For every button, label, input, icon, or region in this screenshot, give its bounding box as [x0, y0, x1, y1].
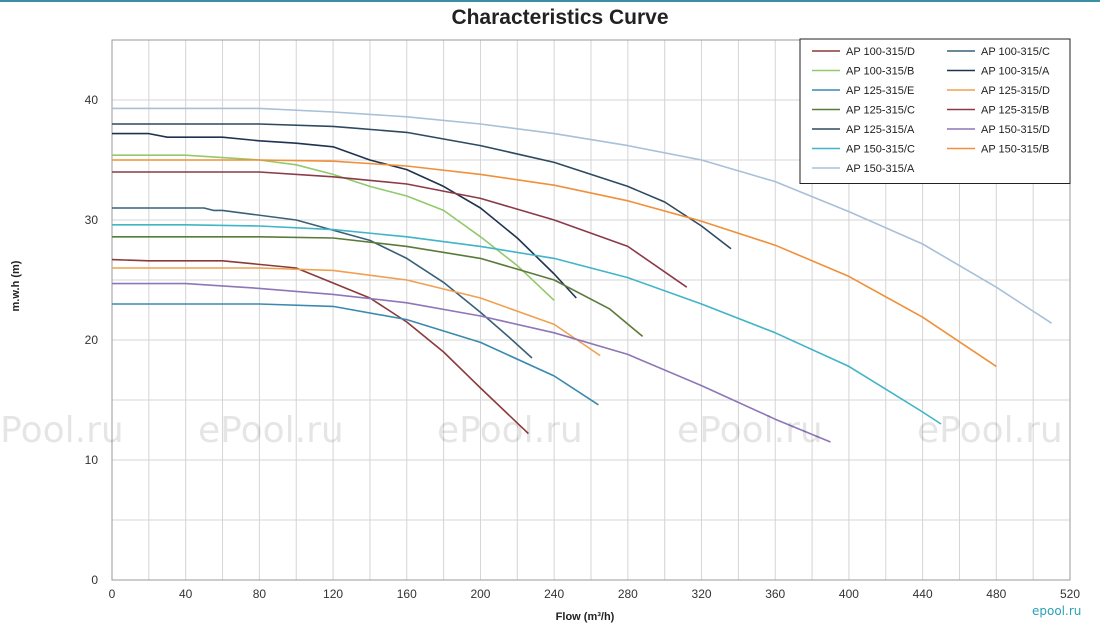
x-tick-label: 80 — [253, 587, 267, 601]
plot-frame — [111, 39, 1071, 581]
watermark: ePool.ru — [198, 410, 344, 451]
legend-label: AP 150-315/A — [846, 163, 915, 175]
x-tick-label: 160 — [397, 587, 417, 601]
legend-label: AP 100-315/B — [846, 66, 914, 78]
y-axis-label: m.w.h (m) — [10, 260, 22, 312]
y-axis-label-wrap: m.w.h (m) — [4, 250, 28, 330]
watermark: ePool.ru — [677, 410, 823, 451]
x-tick-label: 200 — [470, 587, 490, 601]
corner-logo: epool.ru — [1032, 604, 1082, 618]
top-rule — [0, 0, 1100, 2]
legend-label: AP 150-315/D — [981, 124, 1050, 136]
y-tick-label: 20 — [85, 333, 99, 347]
series-line-ap-150-315-a — [112, 107, 1053, 324]
series-line-ap-100-315-a — [112, 132, 577, 299]
series-line-ap-125-315-c — [112, 236, 644, 338]
y-tick-label: 30 — [85, 213, 99, 227]
legend-label: AP 100-315/A — [981, 66, 1050, 78]
legend-label: AP 100-315/D — [846, 46, 915, 58]
legend-box — [799, 38, 1071, 184]
series-line-ap-125-315-d — [112, 267, 601, 357]
x-tick-label: 0 — [109, 587, 116, 601]
y-tick-label: 40 — [85, 93, 99, 107]
x-tick-label: 360 — [765, 587, 785, 601]
x-tick-label: 400 — [839, 587, 859, 601]
legend-label: AP 125-315/A — [846, 124, 915, 136]
series-line-ap-100-315-d — [111, 258, 529, 435]
x-tick-label: 320 — [692, 587, 712, 601]
chart-title: Characteristics Curve — [451, 6, 669, 29]
legend-label: AP 100-315/C — [981, 46, 1050, 58]
x-axis-label: Flow (m³/h) — [555, 611, 615, 623]
legend-label: AP 150-315/C — [846, 144, 915, 156]
y-tick-label: 0 — [91, 573, 98, 587]
x-tick-label: 240 — [544, 587, 564, 601]
watermark: ePool.ru — [917, 410, 1063, 451]
x-tick-label: 440 — [913, 587, 933, 601]
legend-label: AP 125-315/C — [846, 105, 915, 117]
watermark: ePool.ru — [437, 410, 583, 451]
legend-label: AP 150-315/B — [981, 144, 1049, 156]
series-line-ap-150-315-d — [112, 282, 831, 443]
y-tick-label: 10 — [85, 453, 99, 467]
x-tick-label: 280 — [618, 587, 638, 601]
series-line-ap-125-315-e — [112, 303, 599, 406]
x-tick-label: 40 — [179, 587, 193, 601]
legend-label: AP 125-315/D — [981, 85, 1050, 97]
series-line-ap-150-315-b — [112, 159, 997, 368]
watermark: ePool.ru — [0, 410, 124, 451]
series-line-ap-125-315-b — [112, 171, 688, 288]
series-line-ap-125-315-a — [112, 123, 732, 250]
legend-label: AP 125-315/B — [981, 105, 1049, 117]
legend-label: AP 125-315/E — [846, 85, 914, 97]
x-tick-label: 520 — [1060, 587, 1080, 601]
series-line-ap-100-315-b — [112, 154, 555, 301]
x-tick-label: 120 — [323, 587, 343, 601]
series-line-ap-150-315-c — [112, 224, 942, 425]
x-tick-label: 480 — [986, 587, 1006, 601]
